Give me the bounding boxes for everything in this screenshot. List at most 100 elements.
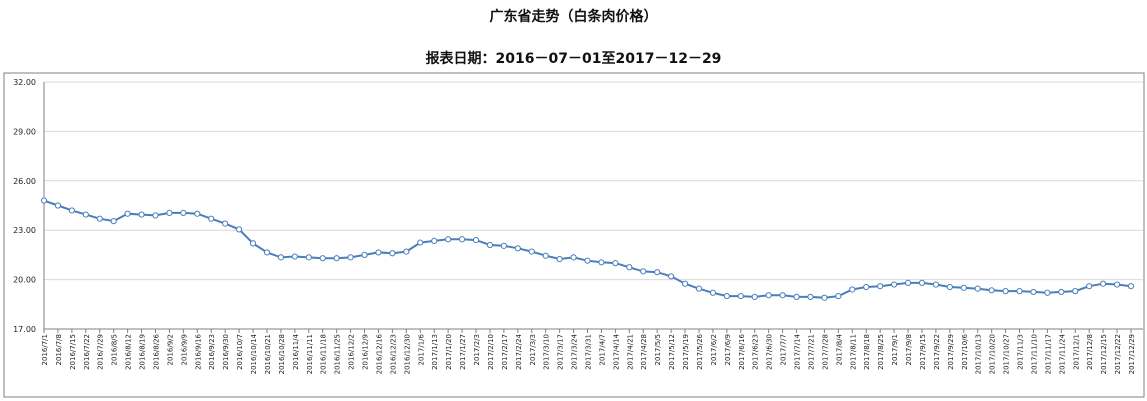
x-tick-label: 2016/12/30 — [403, 334, 411, 374]
x-tick-label: 2016/9/30 — [222, 334, 230, 370]
data-point — [291, 253, 298, 260]
x-tick-label: 2017/1/6 — [417, 333, 425, 365]
x-tick-label: 2017/12/15 — [1100, 334, 1108, 374]
x-tick-label: 2017/10/27 — [1003, 334, 1011, 374]
x-tick-label: 2017/9/8 — [905, 334, 913, 365]
x-tick-label: 2016/7/29 — [97, 334, 105, 370]
data-point — [821, 294, 828, 301]
x-tick-label: 2017/4/28 — [640, 334, 648, 370]
data-point — [458, 236, 466, 243]
x-tick-label: 2017/9/15 — [919, 334, 927, 370]
data-point — [1044, 289, 1051, 296]
data-point — [249, 240, 257, 247]
x-tick-label: 2017/2/17 — [501, 334, 509, 370]
x-tick-label: 2017/2/24 — [515, 333, 523, 369]
data-point — [890, 281, 898, 288]
y-tick-label: 20.00 — [13, 276, 36, 285]
data-point — [180, 209, 187, 217]
x-tick-label: 2016/10/7 — [236, 334, 244, 370]
series-line — [43, 199, 1132, 299]
x-tick-label: 2017/8/11 — [849, 334, 857, 370]
data-point — [138, 211, 145, 218]
x-tick-label: 2017/12/22 — [1114, 334, 1122, 374]
data-point — [68, 207, 75, 214]
x-tick-label: 2017/11/10 — [1030, 334, 1038, 374]
x-tick-label: 2017/7/14 — [794, 333, 802, 369]
x-tick-label: 2016/11/11 — [306, 334, 314, 374]
data-point — [1016, 288, 1023, 295]
data-point — [612, 260, 619, 267]
data-point — [514, 245, 521, 252]
x-tick-label: 2017/7/28 — [821, 334, 829, 370]
x-tick-label: 2017/11/17 — [1044, 334, 1052, 374]
x-tick-label: 2017/9/29 — [947, 334, 955, 370]
x-tick-label: 2016/7/15 — [69, 334, 77, 370]
data-point — [695, 285, 703, 292]
x-tick-label: 2017/4/14 — [612, 333, 620, 369]
data-point — [152, 212, 159, 219]
data-point — [974, 285, 981, 292]
x-tick-label: 2017/12/8 — [1086, 334, 1094, 370]
data-point — [807, 293, 814, 300]
x-tick-label: 2017/2/10 — [487, 334, 495, 370]
data-point — [1072, 288, 1079, 295]
x-tick-label: 2017/2/3 — [473, 334, 481, 365]
data-point — [932, 281, 939, 288]
x-tick-label: 2016/7/22 — [83, 334, 91, 370]
data-point — [556, 255, 563, 263]
data-point — [723, 292, 730, 300]
data-point — [681, 280, 689, 287]
data-point — [1127, 283, 1135, 290]
x-tick-label: 2017/7/7 — [780, 334, 788, 365]
x-tick-label: 2017/9/22 — [933, 334, 941, 370]
data-point — [584, 257, 591, 264]
data-point — [1100, 280, 1107, 287]
data-point — [960, 284, 967, 291]
x-tick-label: 2017/8/25 — [877, 334, 885, 370]
x-tick-label: 2016/8/5 — [111, 334, 119, 365]
x-tick-label: 2017/3/17 — [557, 334, 565, 370]
x-tick-label: 2017/7/21 — [807, 334, 815, 370]
x-tick-label: 2017/6/23 — [752, 334, 760, 370]
data-point — [598, 259, 605, 266]
x-tick-label: 2017/6/30 — [766, 334, 774, 370]
data-point — [54, 202, 62, 209]
x-tick-label: 2016/11/25 — [334, 334, 342, 374]
x-tick-label: 2016/9/2 — [166, 334, 174, 365]
data-point — [431, 237, 438, 245]
x-tick-label: 2016/12/23 — [389, 334, 397, 374]
data-point — [277, 254, 285, 261]
x-tick-label: 2016/8/19 — [139, 334, 147, 370]
data-point — [403, 248, 410, 255]
x-tick-label: 2017/3/31 — [585, 334, 593, 370]
data-point — [668, 273, 675, 280]
x-tick-label: 2017/11/3 — [1017, 334, 1025, 370]
data-point — [124, 210, 131, 217]
data-point — [361, 251, 368, 258]
data-point — [82, 211, 89, 218]
x-tick-label: 2016/8/26 — [152, 333, 160, 369]
data-point — [263, 249, 271, 256]
x-tick-label: 2017/5/19 — [682, 334, 690, 370]
data-point — [946, 283, 953, 291]
x-tick-label: 2016/7/8 — [55, 334, 63, 365]
x-tick-label: 2017/6/2 — [710, 334, 718, 365]
data-point — [709, 289, 717, 296]
data-point — [918, 279, 926, 286]
x-tick-label: 2017/8/18 — [863, 334, 871, 370]
series-markers — [40, 197, 1135, 301]
data-point — [110, 218, 117, 225]
x-tick-label: 2017/12/1 — [1072, 334, 1080, 370]
x-tick-label: 2017/3/10 — [543, 334, 551, 370]
data-point — [765, 292, 772, 299]
x-tick-label: 2016/11/18 — [320, 334, 328, 374]
data-point — [375, 249, 382, 256]
x-tick-label: 2017/10/20 — [989, 334, 997, 374]
x-axis-ticks: 2016/7/1 2016/7/8 2016/7/15 2016/7/22 2016/7… — [41, 329, 1136, 374]
chart-title: 广东省走势（白条肉价格） — [489, 9, 658, 25]
data-point — [222, 220, 229, 227]
data-point — [40, 197, 48, 204]
gridlines — [43, 81, 1143, 330]
data-point — [486, 241, 494, 249]
